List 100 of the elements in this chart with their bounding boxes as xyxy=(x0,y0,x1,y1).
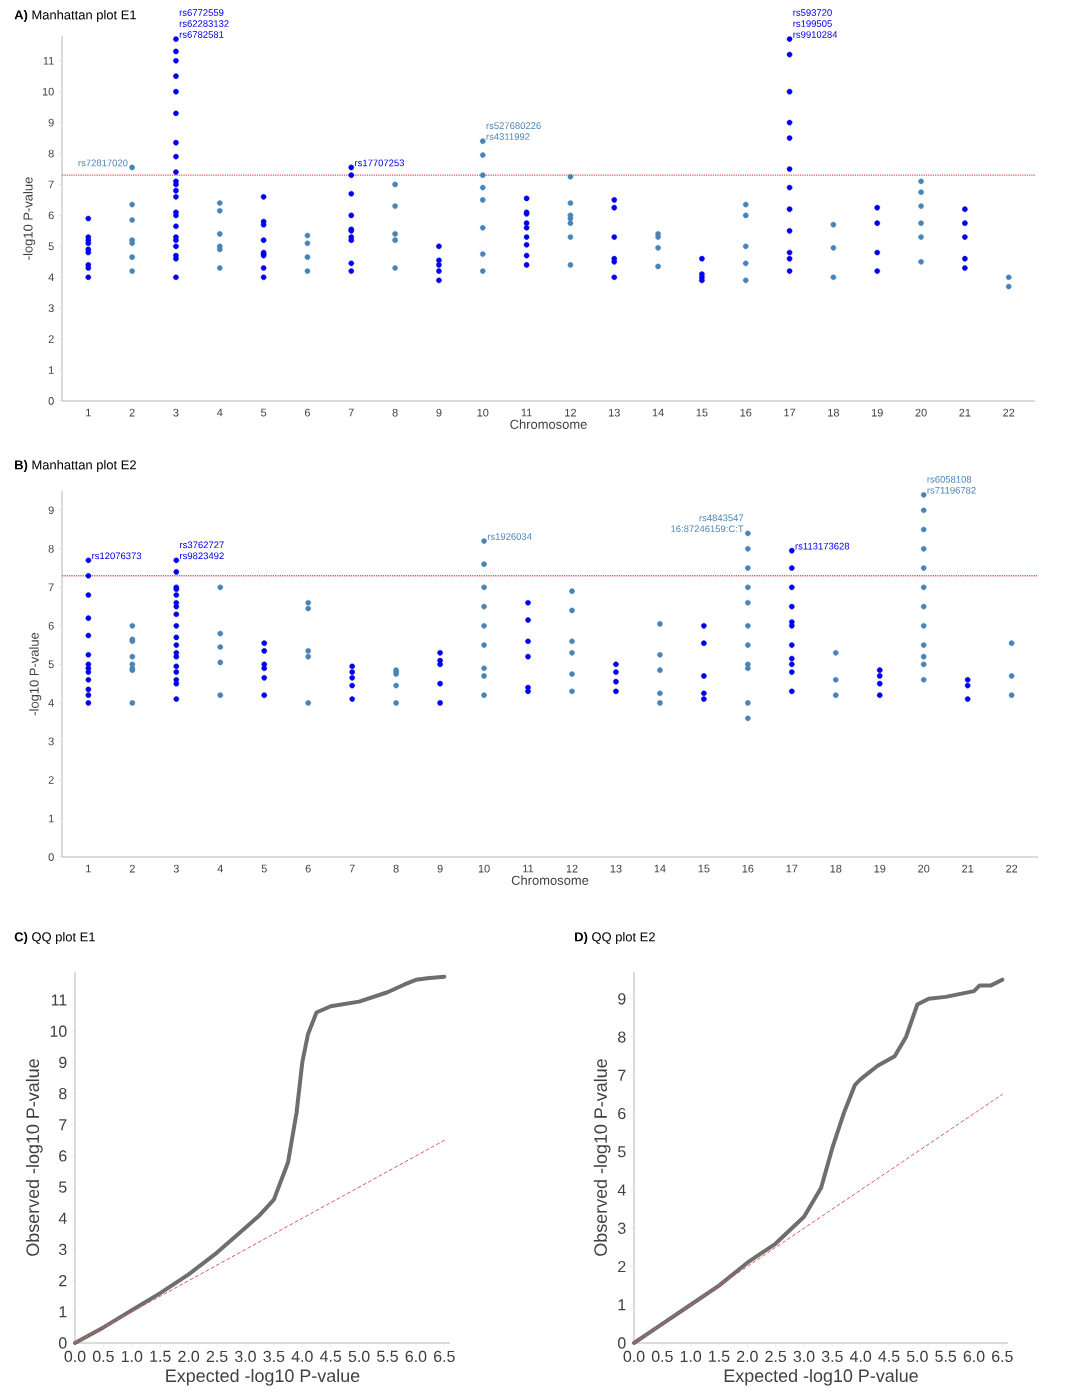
x-tick-label: 5.0 xyxy=(348,1350,370,1363)
chart-title: B) Manhattan plot E2 xyxy=(15,459,136,473)
annotation: rs593720 xyxy=(793,9,832,16)
x-tick-label: 14 xyxy=(654,864,666,873)
x-tick-label: 6.5 xyxy=(434,1350,455,1363)
x-tick-label: 4.5 xyxy=(319,1350,342,1362)
x-tick-label: 10 xyxy=(477,408,489,417)
x-tick-label: 4.0 xyxy=(291,1350,313,1363)
y-tick-label: 9 xyxy=(618,993,626,1005)
x-tick-label: 0.0 xyxy=(623,1350,645,1363)
x-tick-label: 1.5 xyxy=(709,1350,730,1362)
x-tick-label: 8 xyxy=(392,408,398,417)
y-tick-label: 8 xyxy=(48,149,54,158)
y-tick-label: 2 xyxy=(618,1260,626,1273)
y-axis-title: Observed -log10 P-value xyxy=(593,1059,611,1256)
y-tick-label: 7 xyxy=(48,583,54,592)
y-tick-label: 6 xyxy=(48,211,54,220)
y-tick-label: 8 xyxy=(48,544,54,553)
chart-title: A) Manhattan plot E1 xyxy=(14,9,136,23)
x-tick-label: 18 xyxy=(828,408,840,417)
y-tick-label: 0 xyxy=(58,1337,67,1349)
x-tick-label: 14 xyxy=(652,408,664,417)
x-tick-label: 6.0 xyxy=(963,1350,985,1363)
x-tick-label: 4 xyxy=(216,408,223,417)
x-tick-label: 17 xyxy=(786,864,798,873)
annotation: rs1926034 xyxy=(487,533,532,540)
y-tick-label: 1 xyxy=(48,366,54,374)
annotation: rs6782581 xyxy=(179,31,224,38)
x-axis-title: Chromosome xyxy=(510,419,587,429)
annotation: rs527680226 xyxy=(486,122,541,129)
annotation: rs4843547 xyxy=(699,514,744,522)
x-tick-label: 0.5 xyxy=(92,1350,114,1363)
y-tick-label: 4 xyxy=(48,699,54,707)
x-tick-label: 2 xyxy=(129,408,135,417)
y-tick-label: 4 xyxy=(48,273,54,282)
y-tick-label: 2 xyxy=(48,776,54,784)
x-tick-label: 3 xyxy=(173,408,179,417)
x-tick-label: 5.0 xyxy=(906,1350,928,1363)
x-tick-label: 15 xyxy=(698,864,710,873)
x-tick-label: 20 xyxy=(918,864,930,873)
x-tick-label: 19 xyxy=(871,408,883,417)
y-tick-label: 3 xyxy=(58,1243,67,1256)
y-tick-label: 1 xyxy=(48,814,54,823)
y-tick-label: 5 xyxy=(59,1181,67,1193)
x-tick-label: 5 xyxy=(261,864,267,873)
annotation: rs199505 xyxy=(793,20,832,27)
x-tick-label: 2.5 xyxy=(765,1350,787,1363)
x-tick-label: 3 xyxy=(173,864,179,873)
x-axis-title: Expected -log10 P-value xyxy=(724,1368,918,1386)
x-tick-label: 21 xyxy=(962,864,974,873)
annotation: rs6058108 xyxy=(927,475,972,483)
annotation: rs12076373 xyxy=(92,552,142,560)
y-tick-label: 1 xyxy=(59,1306,67,1318)
x-tick-label: 19 xyxy=(874,864,886,873)
y-tick-label: 5 xyxy=(618,1146,626,1158)
annotation: rs62283132 xyxy=(179,20,229,27)
x-tick-label: 4.0 xyxy=(849,1350,872,1363)
x-axis-title: Chromosome xyxy=(511,875,589,885)
x-tick-label: 1.5 xyxy=(150,1350,171,1362)
x-tick-label: 6.0 xyxy=(405,1350,427,1363)
y-tick-label: 2 xyxy=(59,1275,67,1287)
x-tick-label: 10 xyxy=(478,864,490,873)
y-tick-label: 7 xyxy=(618,1069,626,1081)
x-tick-label: 7 xyxy=(348,408,354,417)
x-tick-label: 1 xyxy=(86,864,91,873)
y-tick-label: 0 xyxy=(617,1337,626,1349)
x-tick-label: 6 xyxy=(305,864,311,873)
y-tick-label: 7 xyxy=(48,180,54,189)
x-tick-label: 0.0 xyxy=(64,1350,86,1363)
x-tick-label: 13 xyxy=(610,864,622,873)
y-tick-label: 6 xyxy=(618,1107,626,1120)
y-tick-label: 3 xyxy=(48,304,54,313)
x-tick-label: 12 xyxy=(565,408,576,417)
x-tick-label: 4.5 xyxy=(878,1350,900,1362)
x-tick-label: 6.5 xyxy=(992,1350,1013,1363)
x-tick-label: 13 xyxy=(608,408,620,417)
y-tick-label: 1 xyxy=(618,1299,626,1311)
x-tick-label: 8 xyxy=(393,864,399,873)
x-tick-label: 2.0 xyxy=(737,1350,758,1363)
y-tick-label: 9 xyxy=(48,506,54,515)
x-tick-label: 9 xyxy=(436,408,442,417)
y-tick-label: 8 xyxy=(618,1031,626,1043)
x-tick-label: 15 xyxy=(696,408,708,417)
x-tick-label: 1.0 xyxy=(121,1350,143,1363)
annotation: rs71196782 xyxy=(927,486,976,494)
y-tick-label: 6 xyxy=(48,621,54,630)
y-axis-title: Observed -log10 P-value xyxy=(25,1059,43,1256)
x-tick-label: 2.5 xyxy=(206,1350,228,1363)
x-tick-label: 7 xyxy=(349,864,355,873)
x-tick-label: 2 xyxy=(129,864,135,873)
x-tick-label: 16 xyxy=(742,864,754,873)
y-tick-label: 4 xyxy=(617,1184,626,1196)
x-tick-label: 0.5 xyxy=(651,1350,673,1363)
y-tick-label: 6 xyxy=(59,1150,67,1162)
y-tick-label: 11 xyxy=(51,994,67,1006)
x-tick-label: 3.0 xyxy=(793,1350,815,1363)
x-tick-label: 5.5 xyxy=(377,1350,398,1362)
x-tick-label: 3.0 xyxy=(234,1350,256,1363)
y-tick-label: 0 xyxy=(48,853,54,861)
x-tick-label: 16 xyxy=(740,408,752,417)
